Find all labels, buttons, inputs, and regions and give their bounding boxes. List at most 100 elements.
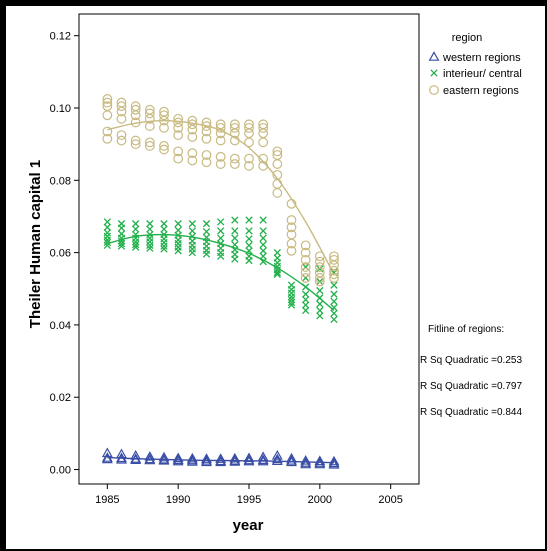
data-points [101,94,340,469]
point-central [103,236,111,244]
point-eastern [187,124,198,135]
series-eastern [102,94,339,287]
y-tick-label: 0.04 [50,320,71,332]
point-central [330,281,338,289]
point-central [217,227,225,235]
point-eastern [329,269,339,280]
point-eastern [130,139,141,150]
point-western [116,448,127,459]
point-eastern [116,106,127,117]
point-eastern [229,135,240,146]
point-western [186,452,198,463]
point-eastern [286,198,297,209]
point-central [132,238,140,246]
fit-line-eastern [107,119,335,275]
point-eastern [201,157,212,168]
legend-label-western: western regions [442,52,521,64]
point-western [257,454,269,464]
point-eastern [102,94,113,104]
point-western [300,457,312,467]
point-central [316,306,324,315]
point-central [245,256,253,265]
point-eastern [201,133,212,144]
series-western [101,447,340,469]
point-western [158,455,170,465]
point-central [259,216,267,224]
point-western [243,452,255,463]
point-eastern [102,133,113,144]
x-tick-label: 1985 [95,494,119,506]
point-central [202,250,211,258]
point-central [132,225,140,233]
point-central [302,301,310,309]
point-western [271,453,283,464]
point-eastern [144,141,155,151]
point-western [144,451,156,461]
point-central [302,283,310,291]
point-central [259,247,267,255]
point-central [217,234,225,242]
legend-marker-western [428,51,440,61]
point-central [160,245,168,253]
point-western [257,451,269,462]
point-eastern [258,137,269,148]
point-central [287,293,296,301]
point-eastern [173,122,184,133]
point-western [300,455,312,465]
point-eastern [173,117,184,128]
point-central [174,247,182,255]
point-central [245,216,253,224]
point-central [259,252,267,260]
point-eastern [244,122,254,133]
point-western [286,452,297,463]
legend-title: region [452,32,483,44]
point-western [314,455,326,466]
point-western [300,458,312,469]
point-central [217,252,225,260]
point-eastern [286,245,297,256]
point-central [103,223,111,231]
point-eastern [102,126,113,137]
point-eastern [130,104,141,115]
point-central [132,241,140,249]
point-central [188,220,196,228]
point-central [231,234,239,242]
point-central [302,295,310,304]
point-central [132,243,140,251]
point-central [330,290,338,298]
point-eastern [144,108,155,119]
y-tick-label: 0.00 [50,465,71,477]
x-axis-title: year [233,517,264,534]
point-central [202,220,211,228]
point-eastern [187,119,198,130]
plot-area [78,13,420,485]
point-western [172,452,184,463]
point-central [316,300,324,308]
point-central [160,220,168,228]
point-central [245,235,253,243]
point-eastern [300,273,311,283]
point-western [215,453,227,463]
point-central [316,286,324,295]
point-eastern [116,130,127,141]
fit-note-central: R Sq Quadratic =0.797 [420,381,522,392]
point-eastern [258,160,269,171]
point-central [174,220,182,228]
point-eastern [229,153,240,164]
point-western [286,455,297,465]
point-eastern [173,153,184,164]
point-western [201,453,212,463]
point-eastern [300,267,311,278]
point-central [273,268,281,277]
point-western [314,458,326,469]
fit-line-central [107,233,335,312]
y-axis-title: Theiler Human capital 1 [27,160,44,328]
point-eastern [187,148,198,159]
point-western [144,454,156,465]
fit-note-western: R Sq Quadratic =0.253 [420,355,522,366]
point-eastern [272,146,283,157]
point-central [287,298,296,307]
point-western [328,455,340,466]
point-eastern [258,153,269,164]
point-eastern [201,121,212,131]
